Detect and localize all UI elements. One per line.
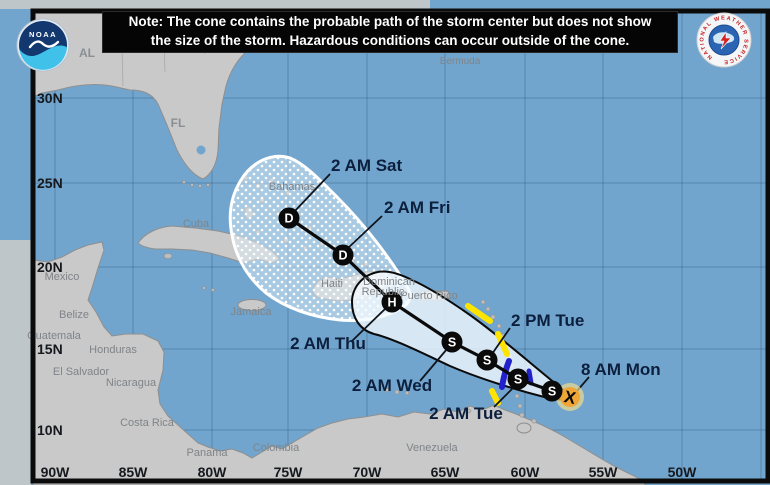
lon-label-90w: 90W xyxy=(41,464,71,480)
marker-tropical-storm: S xyxy=(441,331,463,353)
lat-label-30n: 30N xyxy=(37,90,63,106)
ts-watch-segment xyxy=(489,388,501,406)
noaa-logo: NOAA xyxy=(16,18,70,72)
time-label-mon: 8 AM Mon xyxy=(581,360,661,379)
forecast-time-labels: 8 AM Mon 2 AM Tue 2 PM Tue 2 AM Wed 2 AM… xyxy=(290,156,661,423)
time-label-tue-pm: 2 PM Tue xyxy=(511,311,584,330)
label-mexico: Mexico xyxy=(45,271,80,283)
time-label-tue-am: 2 AM Tue xyxy=(429,404,503,423)
lon-label-55w: 55W xyxy=(589,464,619,480)
label-venezuela: Venezuela xyxy=(406,442,458,454)
label-haiti: Haiti xyxy=(321,278,343,290)
margarita xyxy=(464,408,472,414)
lat-label-20n: 20N xyxy=(37,259,63,275)
map-bleed-top xyxy=(0,0,430,9)
us-gulf-coast-florida xyxy=(32,10,245,180)
label-dominican: Dominican xyxy=(363,276,415,288)
ts-warning-segment xyxy=(526,368,534,386)
current-position-x: X xyxy=(562,387,578,408)
map-bleed-left xyxy=(0,240,31,485)
marker-tropical-storm: S xyxy=(541,380,563,402)
label-florida: FL xyxy=(171,116,186,130)
time-label-wed: 2 AM Wed xyxy=(352,376,432,395)
marker-hurricane: H xyxy=(381,291,403,313)
svg-text:H: H xyxy=(387,296,396,310)
lon-label-80w: 80W xyxy=(198,464,228,480)
lon-label-60w: 60W xyxy=(511,464,541,480)
ts-watch-segment xyxy=(495,331,510,357)
noaa-wordmark: NOAA xyxy=(29,30,57,39)
label-puerto-rico: Puerto Rico xyxy=(400,290,457,302)
label-cuba: Cuba xyxy=(183,218,210,230)
nws-lightning-icon xyxy=(719,31,732,50)
lat-label-10n: 10N xyxy=(37,422,63,438)
ts-watch-segment xyxy=(465,303,493,324)
svg-text:S: S xyxy=(514,373,522,387)
noaa-seagull-icon xyxy=(28,40,60,49)
lon-label-50w: 50W xyxy=(668,464,698,480)
lon-label-65w: 65W xyxy=(431,464,461,480)
svg-text:S: S xyxy=(448,336,456,350)
label-leader-lines xyxy=(293,173,590,408)
label-bahamas: Bahamas xyxy=(269,181,316,193)
note-banner-line2: the size of the storm. Hazardous conditi… xyxy=(150,33,630,48)
time-label-sat: 2 AM Sat xyxy=(331,156,403,175)
marker-tropical-depression: D xyxy=(278,207,300,229)
svg-text:D: D xyxy=(284,212,293,226)
current-position-marker: X xyxy=(556,383,584,411)
geographic-labels: AL FL Bermuda Mexico Cuba Bahamas Haiti … xyxy=(27,46,481,459)
marker-tropical-storm: S xyxy=(476,349,498,371)
time-label-thu: 2 AM Thu xyxy=(290,334,366,353)
lat-label-25n: 25N xyxy=(37,175,63,191)
lon-label-85w: 85W xyxy=(119,464,149,480)
svg-text:D: D xyxy=(338,249,347,263)
label-guatemala: Guatemala xyxy=(27,330,82,342)
label-jamaica: Jamaica xyxy=(231,306,273,318)
time-label-fri: 2 AM Fri xyxy=(384,198,450,217)
cayman-islands xyxy=(202,286,215,292)
label-nicaragua: Nicaragua xyxy=(106,377,157,389)
forecast-point-markers: S S S S H D D xyxy=(278,207,563,402)
note-banner-line1: Note: The cone contains the probable pat… xyxy=(128,14,652,30)
label-belize: Belize xyxy=(59,309,89,321)
jamaica xyxy=(237,299,267,311)
watch-warning-segments xyxy=(465,303,534,406)
lake-okeechobee xyxy=(196,145,206,155)
note-banner: Note: The cone contains the probable pat… xyxy=(102,11,678,53)
florida-keys xyxy=(182,180,210,188)
label-costa-rica: Costa Rica xyxy=(120,417,175,429)
label-bermuda: Bermuda xyxy=(440,56,481,67)
trinidad xyxy=(516,422,532,434)
label-alabama: AL xyxy=(79,46,95,60)
nws-logo: NATIONAL WEATHER SERVICE xyxy=(696,12,752,68)
isla-juventud xyxy=(163,253,173,259)
ts-warning-segment xyxy=(499,358,512,390)
lon-label-70w: 70W xyxy=(353,464,383,480)
label-el-salvador: El Salvador xyxy=(53,366,110,378)
label-honduras: Honduras xyxy=(89,344,137,356)
svg-text:S: S xyxy=(483,354,491,368)
label-panama: Panama xyxy=(187,447,229,459)
label-colombia: Colombia xyxy=(253,442,300,454)
axis-labels: 30N 25N 20N 15N 10N 90W 85W 80W 75W 70W … xyxy=(37,90,697,480)
marker-tropical-storm: S xyxy=(507,368,529,390)
tobago xyxy=(531,418,537,424)
label-republic: Republic xyxy=(362,286,405,298)
mexico-central-south-america xyxy=(32,241,647,485)
lon-label-75w: 75W xyxy=(274,464,304,480)
marker-tropical-depression: D xyxy=(332,244,354,266)
lat-label-15n: 15N xyxy=(37,341,63,357)
svg-text:S: S xyxy=(548,385,556,399)
